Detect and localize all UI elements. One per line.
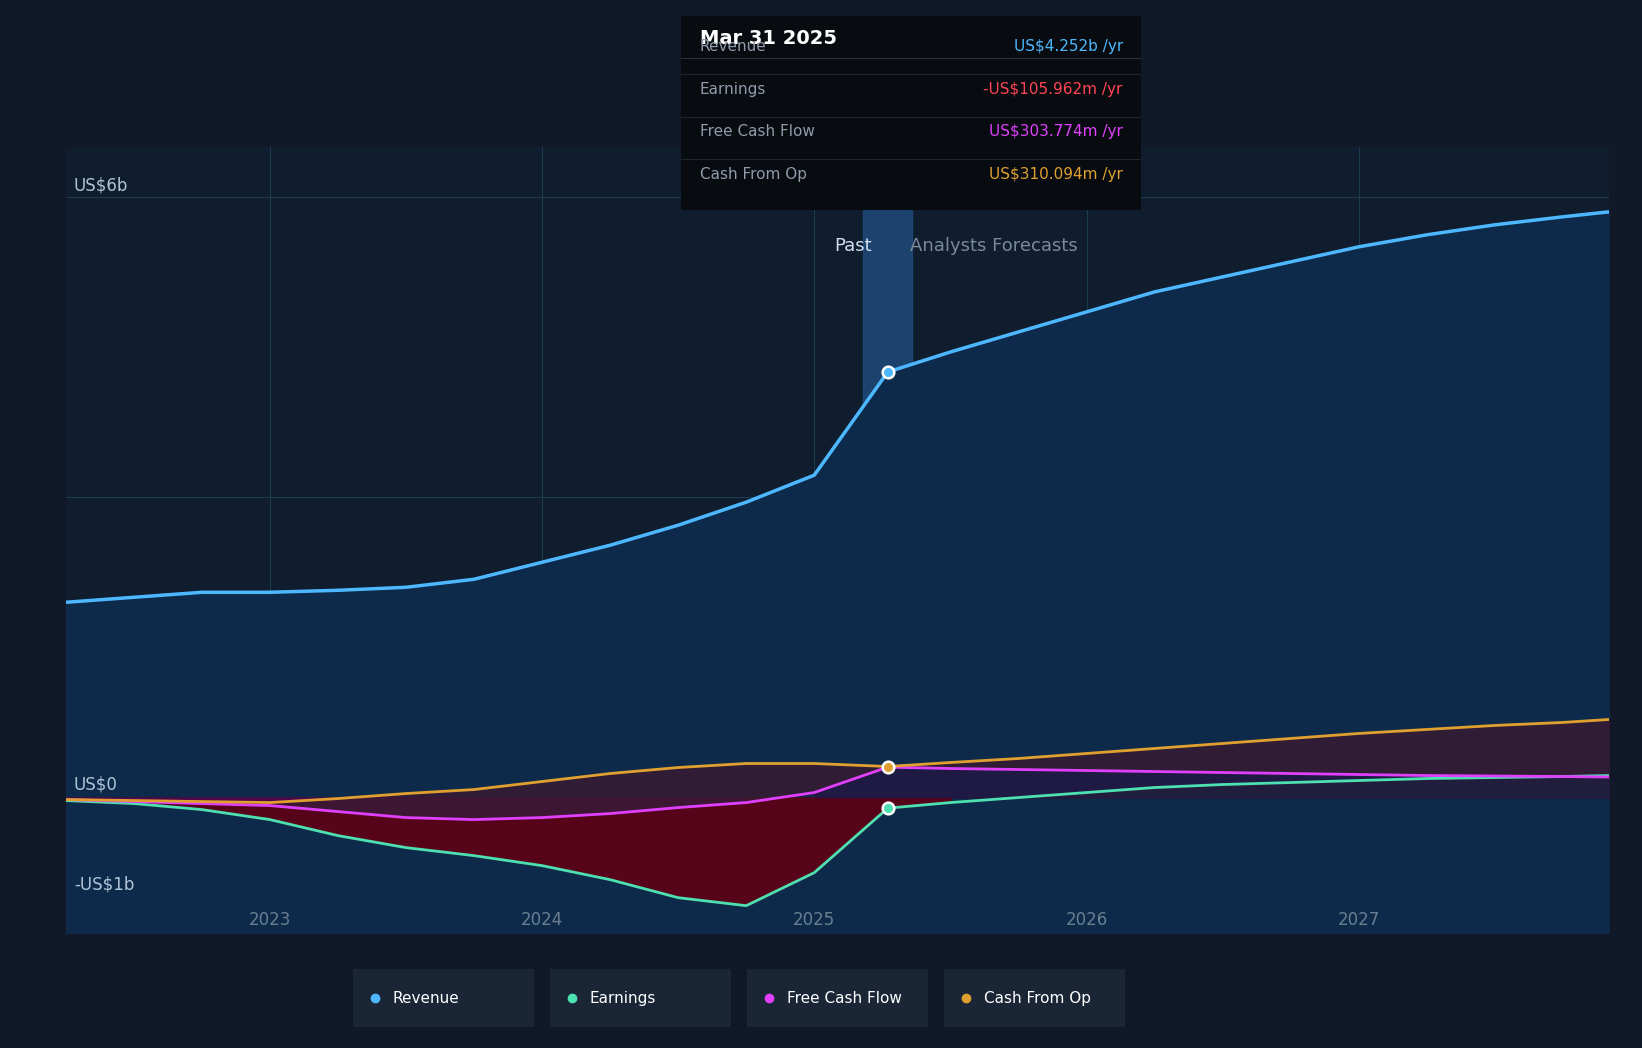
- Point: [875, 364, 901, 380]
- Text: US$6b: US$6b: [74, 177, 128, 195]
- Text: Free Cash Flow: Free Cash Flow: [699, 125, 814, 139]
- Text: -US$105.962m /yr: -US$105.962m /yr: [984, 82, 1123, 96]
- Text: 2027: 2027: [1338, 911, 1379, 929]
- Text: Earnings: Earnings: [699, 82, 767, 96]
- Text: Earnings: Earnings: [589, 990, 657, 1006]
- Text: Cash From Op: Cash From Op: [984, 990, 1090, 1006]
- Text: Analysts Forecasts: Analysts Forecasts: [910, 237, 1077, 255]
- Text: Cash From Op: Cash From Op: [699, 167, 806, 182]
- Point: [875, 758, 901, 774]
- Text: US$0: US$0: [74, 776, 118, 793]
- Bar: [864, 147, 913, 933]
- Text: 2023: 2023: [248, 911, 291, 929]
- Text: Mar 31 2025: Mar 31 2025: [699, 29, 837, 48]
- Point: [875, 800, 901, 816]
- Text: Revenue: Revenue: [699, 39, 767, 54]
- Text: US$303.774m /yr: US$303.774m /yr: [988, 125, 1123, 139]
- Text: -US$1b: -US$1b: [74, 876, 135, 894]
- Text: US$4.252b /yr: US$4.252b /yr: [1013, 39, 1123, 54]
- Text: Revenue: Revenue: [392, 990, 460, 1006]
- Text: 2025: 2025: [793, 911, 836, 929]
- Text: US$310.094m /yr: US$310.094m /yr: [988, 167, 1123, 182]
- Text: 2024: 2024: [521, 911, 563, 929]
- Text: 2026: 2026: [1066, 911, 1108, 929]
- Text: Past: Past: [834, 237, 872, 255]
- Text: Free Cash Flow: Free Cash Flow: [787, 990, 901, 1006]
